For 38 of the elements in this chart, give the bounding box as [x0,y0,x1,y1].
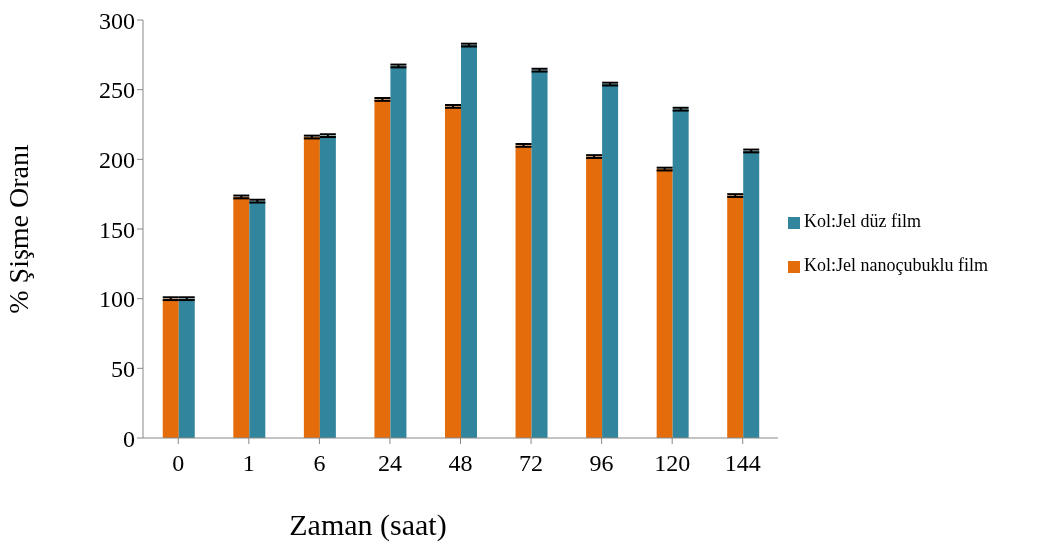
x-tick-label: 1 [242,450,255,477]
legend-label: Kol:Jel nanoçubuklu film [804,255,988,275]
bar [656,169,673,438]
bar [178,298,195,438]
bar [390,65,407,438]
bar [586,156,603,438]
bar [727,195,744,438]
bar [319,135,336,438]
bar [162,298,179,438]
y-tick-label: 250 [99,77,135,104]
bar [444,106,461,438]
bar [602,84,619,438]
x-tick-label: 0 [172,450,185,477]
y-tick-label: 200 [99,146,135,173]
bar [515,145,532,438]
bar [374,99,391,438]
bar [531,70,548,438]
x-tick-label: 48 [448,450,473,477]
x-axis-title: Zaman (saat) [288,508,448,542]
x-tick-label: 6 [313,450,326,477]
y-tick-label: 0 [123,425,135,452]
bar [303,137,320,438]
x-tick-label: 144 [724,450,761,477]
x-tick-label: 24 [377,450,402,477]
legend-label: Kol:Jel düz film [804,211,921,231]
bar [672,109,689,438]
bar [249,201,266,438]
y-tick-label: 100 [99,286,135,313]
x-tick-label: 96 [589,450,614,477]
bar [460,45,477,438]
y-tick-label: 300 [99,7,135,34]
bar [743,150,760,438]
x-tick-label: 120 [654,450,691,477]
y-tick-label: 150 [99,216,135,243]
x-tick-label: 72 [519,450,544,477]
bar [233,196,250,438]
y-axis-title: % Şişme Oranı [2,144,34,314]
y-tick-label: 50 [111,355,135,382]
